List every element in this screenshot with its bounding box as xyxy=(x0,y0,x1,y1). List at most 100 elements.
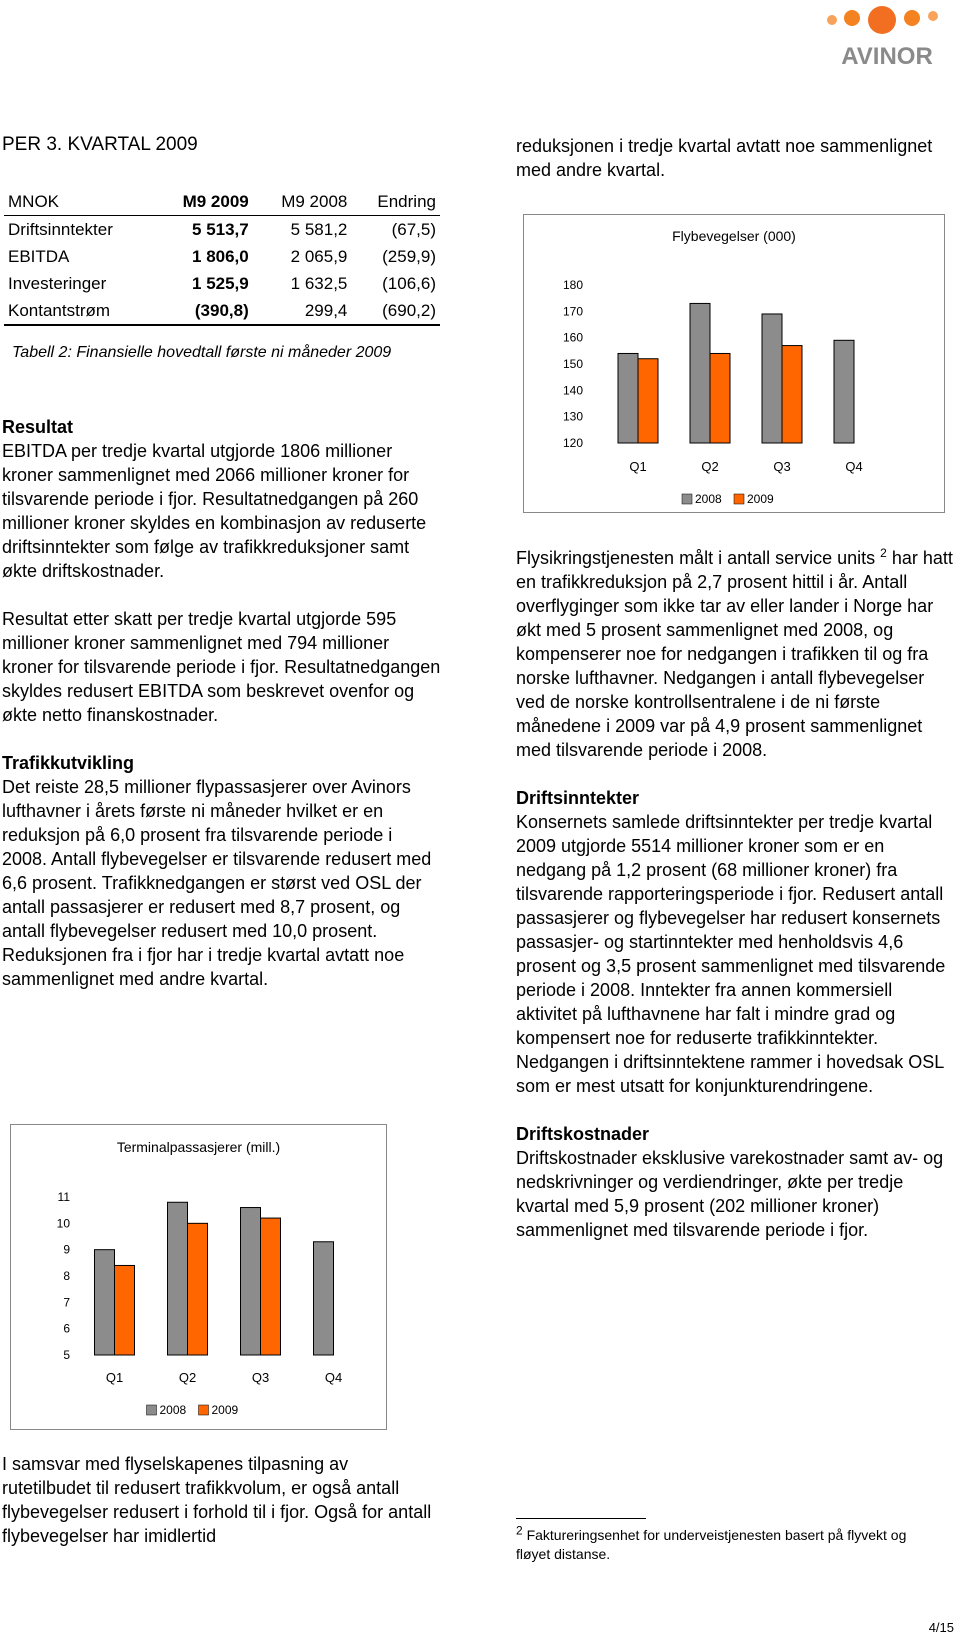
y-tick-label: 9 xyxy=(63,1243,70,1257)
paragraph: I samsvar med flyselskapenes tilpasning … xyxy=(2,1454,432,1546)
y-tick-label: 8 xyxy=(63,1269,70,1283)
bar xyxy=(637,358,659,444)
table-cell: 5 581,2 xyxy=(290,219,348,239)
table-header: MNOK M9 2009 M9 2008 Endring xyxy=(4,188,440,216)
legend-swatch xyxy=(146,1404,157,1416)
bar xyxy=(689,302,711,444)
table-cell: Investeringer xyxy=(8,273,107,293)
table-row: Investeringer 1 525,9 1 632,5 (106,6) xyxy=(4,270,440,297)
x-tick-label: Q1 xyxy=(629,459,646,474)
table-cell: EBITDA xyxy=(8,246,70,266)
footnote: 2 Faktureringsenhet for underveistjenest… xyxy=(516,1523,936,1564)
y-tick-label: 180 xyxy=(563,278,583,292)
paragraph: Driftskostnader eksklusive varekostnader… xyxy=(516,1148,944,1240)
table-cell: 5 513,7 xyxy=(192,219,249,239)
section-heading: Driftskostnader xyxy=(516,1124,650,1144)
legend-label: 2008 xyxy=(695,492,722,506)
logo-dot xyxy=(904,10,920,26)
paragraph: reduksjonen i tredje kvartal avtatt noe … xyxy=(516,136,933,180)
bar xyxy=(833,339,855,444)
bar xyxy=(167,1201,188,1356)
x-tick-label: Q3 xyxy=(252,1370,269,1385)
logo-dot xyxy=(928,11,938,21)
bar xyxy=(781,345,803,444)
y-tick-label: 7 xyxy=(63,1295,70,1309)
x-tick-label: Q2 xyxy=(179,1370,196,1385)
legend-swatch xyxy=(733,493,745,505)
left-column: Resultat EBITDA per tredje kvartal utgjo… xyxy=(2,415,442,1015)
x-tick-label: Q2 xyxy=(701,459,718,474)
page-number: 4/15 xyxy=(928,1620,954,1635)
chart-title: Flybevegelser (000) xyxy=(672,228,796,244)
table-cell: (67,5) xyxy=(391,219,436,239)
y-tick-label: 6 xyxy=(63,1322,70,1336)
table-cell: (390,8) xyxy=(154,297,253,326)
section-heading: Driftsinntekter xyxy=(516,788,640,808)
left-bottom: I samsvar med flyselskapenes tilpasning … xyxy=(2,1452,442,1572)
bar xyxy=(94,1249,115,1356)
table-header-cell: MNOK xyxy=(4,188,155,216)
paragraph: Flysikringstjenesten målt i antall servi… xyxy=(516,546,956,762)
table-header-cell: Endring xyxy=(351,188,440,216)
x-tick-label: Q4 xyxy=(325,1370,342,1385)
legend-label: 2008 xyxy=(160,1403,187,1417)
paragraph: Konsernets samlede driftsinntekter per t… xyxy=(516,812,946,1096)
logo-text: AVINOR xyxy=(841,43,933,70)
y-tick-label: 11 xyxy=(58,1190,71,1204)
table-cell: 1 632,5 xyxy=(290,273,348,293)
table-cell: 1 806,0 xyxy=(192,246,249,266)
x-tick-label: Q3 xyxy=(773,459,790,474)
bar xyxy=(709,352,731,444)
section-heading: Resultat xyxy=(2,417,74,437)
y-tick-label: 140 xyxy=(563,383,583,397)
bar xyxy=(761,313,783,444)
chart: Terminalpassasjerer (mill.) 5 6 7 8 9 10 11 Q1 Q2… xyxy=(10,1124,387,1430)
chart-title: Terminalpassasjerer (mill.) xyxy=(117,1139,280,1155)
table-cell: 2 065,9 xyxy=(290,246,348,266)
y-tick-label: 5 xyxy=(63,1348,70,1362)
chart: Flybevegelser (000) 120 130 140 150 160 170 180… xyxy=(523,214,945,513)
table-cell: (690,2) xyxy=(351,297,440,326)
table-header-cell: M9 2009 xyxy=(154,188,253,216)
x-tick-label: Q1 xyxy=(106,1370,123,1385)
text: Flysikringstjenesten målt i antall servi… xyxy=(516,548,876,568)
right-column: Flysikringstjenesten målt i antall servi… xyxy=(516,546,956,1266)
table-row: Driftsinntekter 5 513,7 5 581,2 (67,5) xyxy=(4,216,440,244)
legend-swatch xyxy=(681,493,693,505)
page-title: PER 3. KVARTAL 2009 xyxy=(2,134,198,155)
table-row: Kontantstrøm (390,8) 299,4 (690,2) xyxy=(4,297,440,326)
footnote-rule xyxy=(516,1518,646,1519)
table-cell: (106,6) xyxy=(382,273,436,293)
table-cell: Kontantstrøm xyxy=(4,297,155,326)
chart-frame xyxy=(523,214,945,513)
bar xyxy=(260,1217,281,1356)
table-caption: Tabell 2: Finansielle hovedtall første n… xyxy=(12,344,392,361)
logo-dot xyxy=(868,6,896,34)
logo-dot xyxy=(844,10,860,26)
y-tick-label: 130 xyxy=(563,410,583,424)
table-cell: Driftsinntekter xyxy=(8,219,113,239)
x-tick-label: Q4 xyxy=(845,459,862,474)
table-cell: 1 525,9 xyxy=(192,273,249,293)
legend-swatch xyxy=(198,1404,209,1416)
bar xyxy=(240,1207,261,1356)
table-cell: 299,4 xyxy=(252,297,352,326)
paragraph: Det reiste 28,5 millioner flypassasjerer… xyxy=(2,777,432,989)
section-heading: Trafikkutvikling xyxy=(2,753,135,773)
paragraph: EBITDA per tredje kvartal utgjorde 1806 … xyxy=(2,441,427,581)
table-header-cell: M9 2008 xyxy=(252,188,352,216)
y-tick-label: 170 xyxy=(563,304,583,318)
table-row: EBITDA 1 806,0 2 065,9 (259,9) xyxy=(4,243,440,270)
y-tick-label: 150 xyxy=(563,357,583,371)
logo-dot xyxy=(827,15,837,25)
logo: AVINOR xyxy=(827,6,938,70)
footnote-number: 2 xyxy=(516,1523,523,1538)
bar xyxy=(114,1264,135,1356)
legend-label: 2009 xyxy=(747,492,774,506)
table-body: Driftsinntekter 5 513,7 5 581,2 (67,5) EBITD… xyxy=(4,216,440,326)
footnote-ref: 2 xyxy=(880,546,887,560)
paragraph: Resultat etter skatt per tredje kvartal … xyxy=(2,609,441,725)
bar xyxy=(313,1241,334,1356)
